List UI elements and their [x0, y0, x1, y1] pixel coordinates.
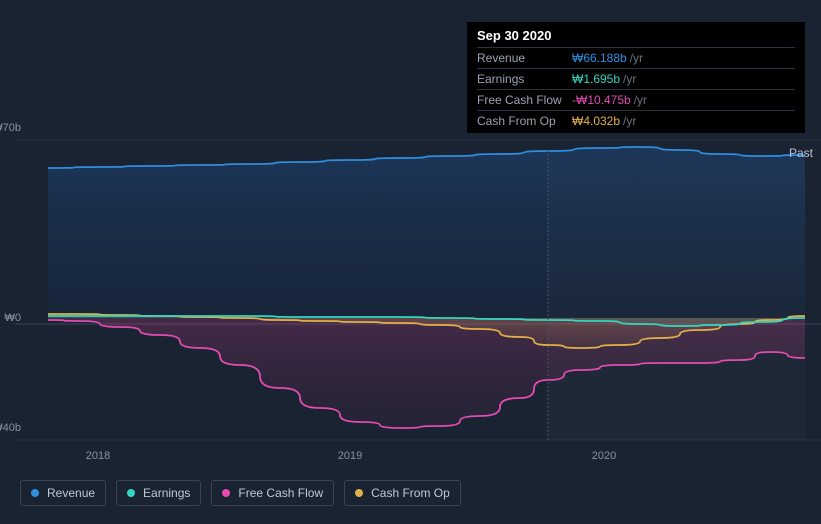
tooltip-row-fcf: Free Cash Flow -₩10.475b /yr: [477, 89, 795, 110]
legend-label: Free Cash Flow: [238, 486, 323, 500]
tooltip-date: Sep 30 2020: [477, 28, 795, 43]
tooltip-label: Cash From Op: [477, 114, 572, 128]
tooltip-row-earnings: Earnings ₩1.695b /yr: [477, 68, 795, 89]
legend-dot-icon: [355, 489, 363, 497]
tooltip-unit: /yr: [623, 114, 636, 128]
legend-dot-icon: [127, 489, 135, 497]
tooltip-row-revenue: Revenue ₩66.188b /yr: [477, 47, 795, 68]
x-tick-label: 2019: [338, 450, 362, 462]
tooltip-label: Free Cash Flow: [477, 93, 572, 107]
y-tick-label: ₩0: [0, 312, 21, 324]
legend-label: Cash From Op: [371, 486, 450, 500]
legend-label: Earnings: [143, 486, 190, 500]
past-label: Past: [789, 146, 813, 160]
tooltip-value: ₩4.032b: [572, 114, 620, 128]
tooltip-value: ₩66.188b: [572, 51, 627, 65]
x-tick-label: 2020: [592, 450, 616, 462]
legend-dot-icon: [31, 489, 39, 497]
tooltip-unit: /yr: [630, 51, 643, 65]
tooltip-label: Revenue: [477, 51, 572, 65]
chart-tooltip: Sep 30 2020 Revenue ₩66.188b /yr Earning…: [467, 22, 805, 133]
tooltip-unit: /yr: [634, 93, 647, 107]
legend-item-revenue[interactable]: Revenue: [20, 480, 106, 506]
legend-item-cfo[interactable]: Cash From Op: [344, 480, 461, 506]
legend-item-earnings[interactable]: Earnings: [116, 480, 201, 506]
tooltip-row-cfo: Cash From Op ₩4.032b /yr: [477, 110, 795, 131]
legend: Revenue Earnings Free Cash Flow Cash Fro…: [20, 480, 461, 506]
legend-dot-icon: [222, 489, 230, 497]
tooltip-unit: /yr: [623, 72, 636, 86]
legend-item-fcf[interactable]: Free Cash Flow: [211, 480, 334, 506]
x-tick-label: 2018: [86, 450, 110, 462]
y-tick-label: -₩40b: [0, 422, 21, 434]
y-tick-label: ₩70b: [0, 122, 21, 134]
tooltip-label: Earnings: [477, 72, 572, 86]
legend-label: Revenue: [47, 486, 95, 500]
tooltip-value: ₩1.695b: [572, 72, 620, 86]
tooltip-value: -₩10.475b: [572, 93, 631, 107]
